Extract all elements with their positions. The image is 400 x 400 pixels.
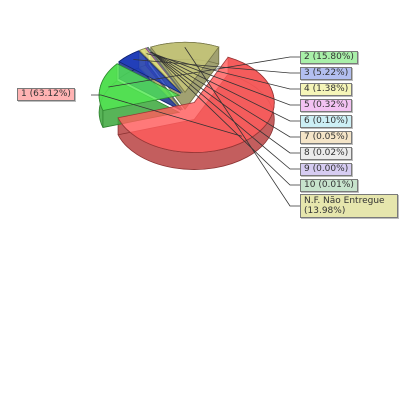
pie-slice-10 (147, 46, 183, 93)
legend-label-8: 8 (0.02%) (300, 147, 353, 160)
legend-label-7: 7 (0.05%) (300, 131, 353, 144)
legend-label-10: 10 (0.01%) (300, 179, 358, 192)
leader-line-4 (146, 53, 300, 90)
leader-line-6 (150, 51, 300, 122)
leader-line-7 (151, 51, 300, 138)
leader-line-3 (133, 59, 300, 74)
leader-line-10 (151, 51, 300, 186)
leader-line-9 (151, 51, 300, 170)
slice-tops (98, 41, 275, 153)
pie-slice-2 (98, 63, 181, 112)
legend-label-9: 9 (0.00%) (300, 163, 353, 176)
leader-line-5 (149, 52, 300, 106)
legend-label-2: 2 (15.80%) (300, 51, 358, 64)
pie-slice-1 (117, 56, 275, 153)
legend-label-5: 5 (0.32%) (300, 99, 353, 112)
pie-slice-11 (150, 41, 220, 93)
leader-line-1 (91, 94, 242, 137)
legend-label-4: 4 (1.38%) (300, 83, 353, 96)
leader-lines (91, 47, 300, 207)
legend-label-1: 1 (63.12%) (17, 88, 75, 101)
leader-line-8 (151, 51, 300, 154)
legend-label-6: 6 (0.10%) (300, 115, 353, 128)
legend-label-3: 3 (5.22%) (300, 67, 353, 80)
legend-label-nf: N.F. Não Entregue (13.98%) (300, 194, 398, 218)
pie-slice-3 (118, 50, 182, 94)
leader-line-2 (108, 56, 300, 88)
leader-line-11 (184, 47, 300, 207)
